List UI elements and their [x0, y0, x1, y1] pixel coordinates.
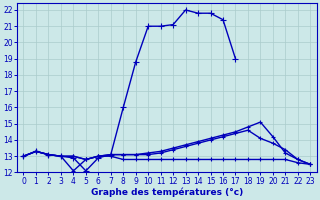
X-axis label: Graphe des températures (°c): Graphe des températures (°c) [91, 187, 243, 197]
